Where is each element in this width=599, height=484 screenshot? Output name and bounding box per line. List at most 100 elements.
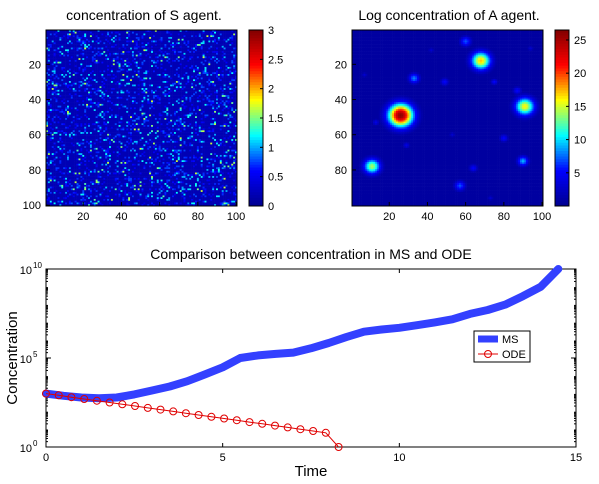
heatmap-cell: [151, 70, 154, 73]
heatmap-cell: [124, 102, 127, 105]
heatmap-cell: [74, 96, 77, 99]
heatmap-cell: [51, 79, 54, 82]
heatmap-cell: [183, 52, 186, 55]
heatmap-cell: [128, 72, 131, 75]
heatmap-cell: [162, 58, 165, 61]
heatmap-cell: [158, 89, 161, 92]
heatmap-cell: [101, 33, 104, 36]
heatmap-cell: [103, 70, 106, 73]
heatmap-cell: [208, 54, 211, 57]
heatmap-cell: [47, 81, 51, 84]
heatmap-cell: [202, 63, 205, 66]
heatmap-cell: [110, 91, 114, 94]
heatmap-cell: [221, 40, 224, 43]
heatmap-cell: [147, 95, 150, 98]
heatmap-cell: [74, 75, 77, 78]
heatmap-cell: [235, 102, 238, 105]
heatmap-cell: [173, 52, 177, 55]
heatmap-cell: [131, 112, 135, 115]
heatmap-cell: [114, 30, 117, 33]
heatmap-cell: [210, 77, 213, 80]
heatmap-cell: [68, 102, 72, 105]
heatmap-cell: [152, 100, 156, 103]
heatmap-cell: [179, 31, 182, 34]
heatmap-cell: [193, 42, 196, 45]
heatmap-cell: [80, 112, 83, 115]
heatmap-cell: [107, 86, 110, 89]
heatmap-cell: [82, 66, 85, 70]
heatmap-cell: [177, 100, 180, 103]
heatmap-cell: [82, 77, 85, 80]
heatmap-cell: [74, 100, 77, 103]
heatmap-cell: [227, 52, 230, 55]
heatmap-cell: [59, 107, 62, 110]
heatmap-cell: [135, 65, 138, 68]
heatmap-cell: [57, 82, 60, 85]
heatmap-cell: [233, 35, 236, 38]
heatmap-cell: [168, 84, 171, 87]
heatmap-cell: [65, 33, 68, 36]
heatmap-cell: [55, 116, 58, 119]
heatmap-cell: [191, 107, 194, 110]
heatmap-cell: [101, 56, 104, 59]
heatmap-cell: [206, 110, 209, 114]
heatmap-cell: [116, 66, 119, 70]
heatmap-cell: [221, 72, 224, 75]
heatmap-cell: [122, 75, 125, 78]
heatmap-cell: [97, 105, 100, 108]
heatmap-cell: [139, 44, 142, 47]
heatmap-cell: [133, 51, 137, 54]
heatmap-cell: [80, 75, 83, 78]
heatmap-cell: [118, 52, 121, 55]
heatmap-cell: [181, 107, 184, 110]
heatmap-cell: [65, 105, 68, 108]
heatmap-cell: [168, 44, 171, 47]
heatmap-cell: [109, 63, 112, 66]
heatmap-cell: [189, 49, 192, 52]
heatmap-cell: [185, 107, 188, 110]
heatmap-cell: [105, 102, 108, 105]
heatmap-cell: [84, 82, 87, 85]
heatmap-cell: [229, 59, 232, 62]
heatmap-cell: [170, 38, 173, 41]
heatmap-cell: [93, 116, 96, 119]
heatmap-cell: [95, 40, 98, 43]
heatmap-cell: [175, 98, 179, 101]
heatmap-cell: [235, 31, 238, 34]
heatmap-cell: [206, 54, 209, 57]
heatmap-cell: [233, 75, 236, 78]
heatmap-cell: [215, 98, 219, 101]
heatmap-cell: [151, 56, 154, 59]
heatmap-cell: [51, 38, 54, 41]
heatmap-cell: [88, 70, 91, 73]
heatmap-cell: [68, 75, 72, 78]
heatmap-cell: [145, 95, 148, 98]
heatmap-cell: [124, 103, 127, 106]
heatmap-cell: [63, 98, 66, 101]
heatmap-cell: [137, 88, 140, 91]
heatmap-cell: [116, 49, 119, 52]
heatmap-cell: [131, 116, 135, 119]
heatmap-cell: [175, 56, 179, 59]
heatmap-cell: [139, 58, 142, 61]
heatmap-cell: [63, 59, 66, 62]
heatmap-cell: [219, 38, 223, 41]
heatmap-cell: [215, 47, 219, 50]
heatmap-cell: [67, 74, 70, 77]
heatmap-cell: [139, 98, 142, 101]
heatmap-cell: [189, 91, 192, 94]
heatmap-cell: [225, 103, 228, 106]
heatmap-cell: [112, 112, 116, 115]
heatmap-cell: [152, 59, 156, 62]
heatmap-cell: [156, 72, 159, 75]
heatmap-cell: [175, 61, 179, 64]
heatmap-cell: [61, 91, 64, 94]
heatmap-cell: [177, 47, 180, 50]
heatmap-cell: [76, 38, 79, 41]
heatmap-cell: [229, 35, 232, 38]
heatmap-cell: [46, 52, 49, 55]
heatmap-cell: [158, 49, 161, 52]
heatmap-cell: [229, 89, 232, 92]
heatmap-cell: [109, 110, 112, 114]
heatmap-cell: [225, 86, 228, 89]
